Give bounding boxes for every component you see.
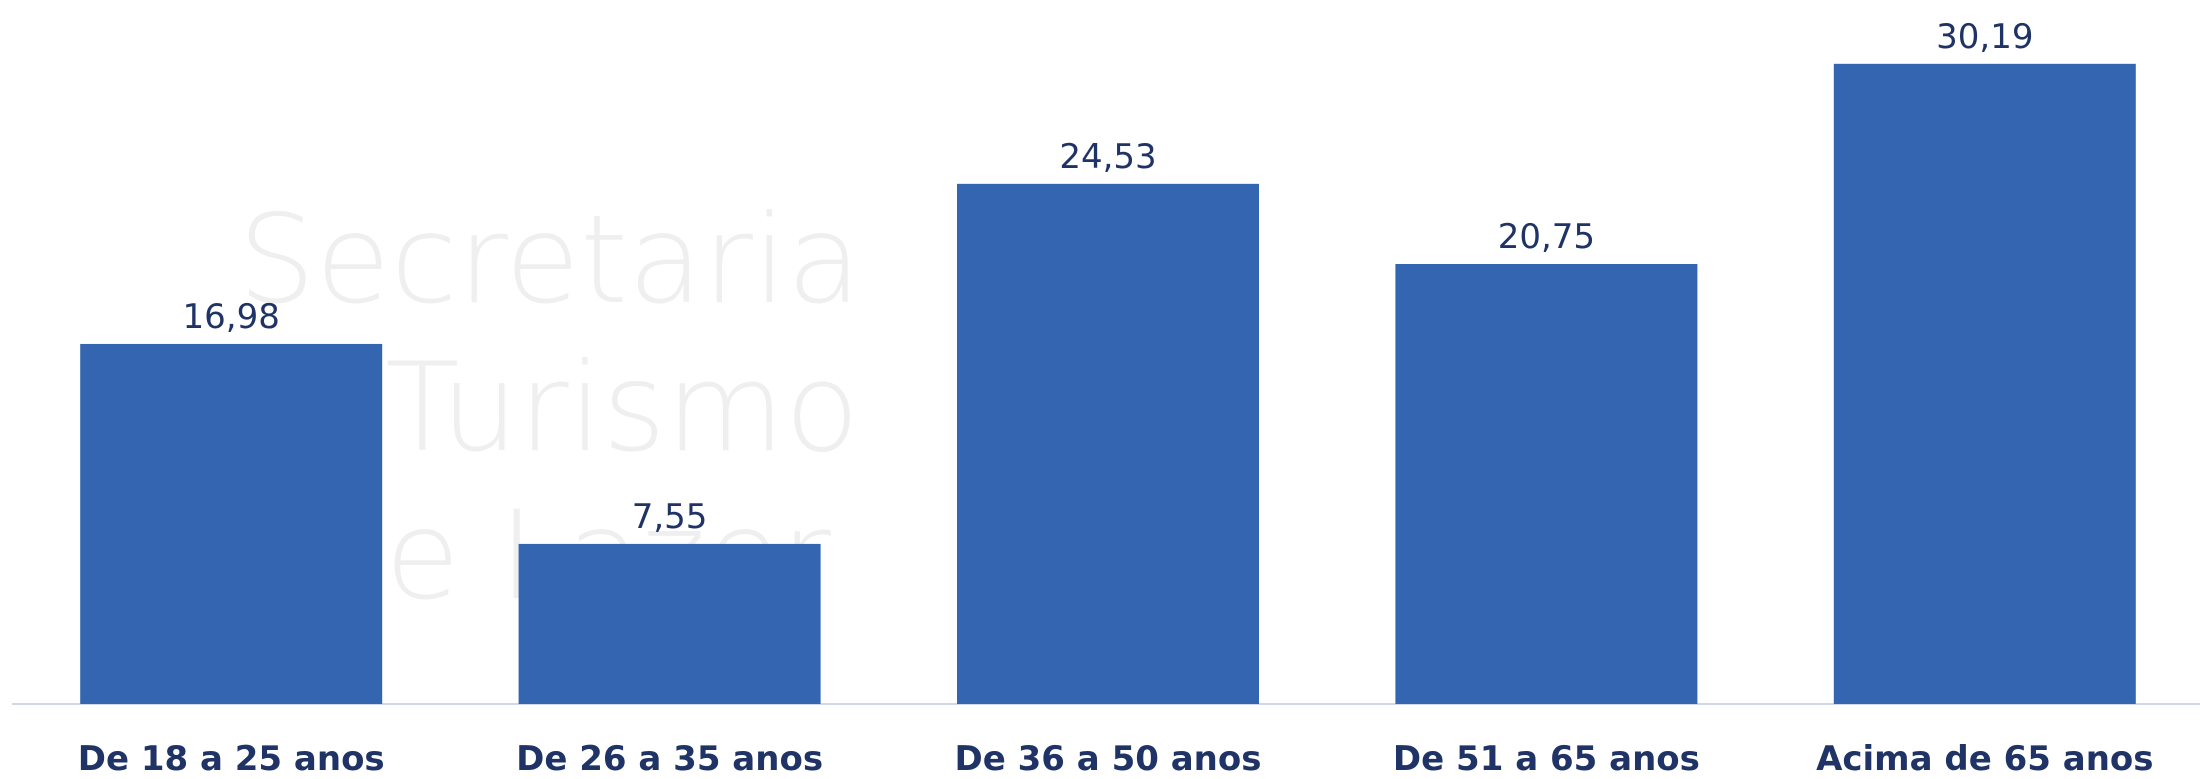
x-tick-label: Acima de 65 anos bbox=[1816, 739, 2153, 779]
watermark-text: Turismo bbox=[385, 337, 859, 479]
bar bbox=[80, 343, 383, 704]
value-label: 20,75 bbox=[1498, 217, 1595, 257]
value-label: 7,55 bbox=[632, 497, 708, 537]
value-label: 16,98 bbox=[183, 297, 280, 337]
x-tick-label: De 36 a 50 anos bbox=[955, 739, 1262, 779]
bar bbox=[518, 543, 821, 704]
value-label: 24,53 bbox=[1059, 137, 1156, 177]
value-label: 30,19 bbox=[1936, 17, 2033, 57]
x-tick-label: De 26 a 35 anos bbox=[516, 739, 823, 779]
bar bbox=[1833, 63, 2136, 704]
x-tick-label: De 18 a 25 anos bbox=[78, 739, 385, 779]
bar bbox=[957, 183, 1259, 705]
bar bbox=[1395, 264, 1698, 704]
watermark-text: Secretaria bbox=[238, 189, 862, 331]
x-tick-label: De 51 a 65 anos bbox=[1393, 739, 1700, 779]
